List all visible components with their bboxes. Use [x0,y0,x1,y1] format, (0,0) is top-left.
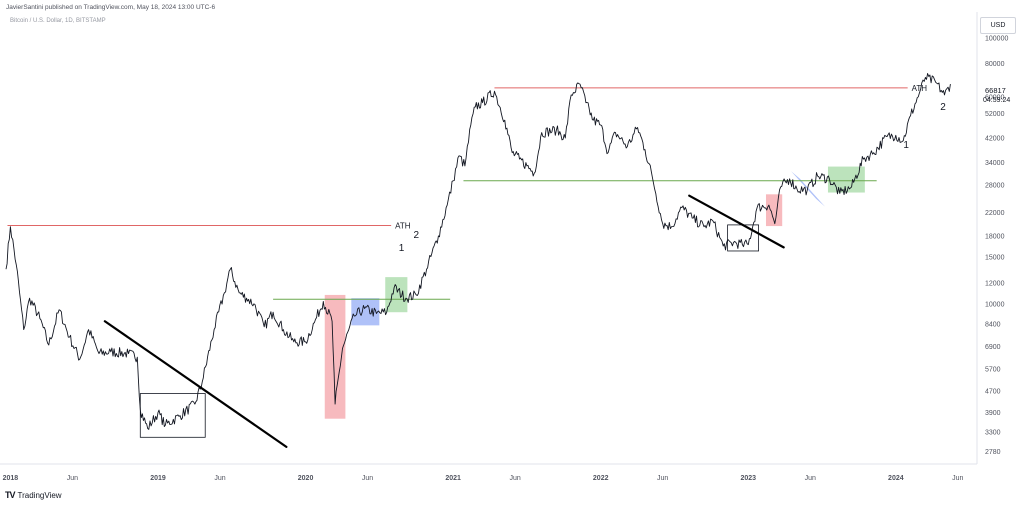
annotation-horizontal-lines: ATH ATH [7,84,928,300]
price-tick-label: 42000 [985,136,1005,143]
countdown-value: 04:59:24 [983,97,1010,104]
price-tick-label: 4700 [985,389,1001,396]
price-tick-label: 60000 [985,94,1005,101]
price-tick-label: 34000 [985,160,1005,167]
time-tick-label: 2023 [740,475,756,482]
annotation-boxes [139,166,865,438]
highlight-box-outline [727,224,759,252]
price-tick-label: 2780 [985,449,1001,456]
time-tick-label: Jun [362,475,373,482]
time-axis[interactable]: 2018 Jun 2019 Jun 2020 Jun 2021 Jun 2022 Jun 2023 J… [3,475,964,482]
btc-price-line [5,73,951,430]
tradingview-logo-icon: TV [5,490,15,500]
trend-line [103,320,288,448]
footer-brand[interactable]: TV TradingView [5,490,62,500]
time-tick-label: Jun [805,475,816,482]
price-tick-label: 52000 [985,111,1005,118]
time-tick-label: Jun [67,475,78,482]
trend-line [688,194,785,249]
time-tick-label: Jun [657,475,668,482]
price-axis[interactable]: 100000 80000 60000 52000 42000 34000 28000 2200… [985,35,1008,456]
price-tick-label: 3900 [985,410,1001,417]
highlight-box-blue-rotated [791,171,825,207]
last-price-value: 66817 [985,86,1006,95]
price-tick-label: 6900 [985,344,1001,351]
ath-label: ATH [912,84,928,93]
wave-label: 2 [940,102,946,113]
wave-label: 1 [903,140,909,151]
price-tick-label: 5700 [985,366,1001,373]
price-tick-label: 100000 [985,35,1008,42]
highlight-box-green [827,166,865,193]
time-tick-label: Jun [509,475,520,482]
wave-label: 2 [413,230,419,241]
price-tick-label: 18000 [985,233,1005,240]
price-tick-label: 22000 [985,210,1005,217]
price-tick-label: 3300 [985,429,1001,436]
time-tick-label: 2024 [888,475,904,482]
time-tick-label: Jun [214,475,225,482]
price-tick-label: 80000 [985,61,1005,68]
time-tick-label: Jun [952,475,963,482]
price-tick-label: 12000 [985,280,1005,287]
tradingview-brand: TradingView [17,490,62,500]
time-tick-label: 2019 [150,475,166,482]
symbol-title: Bitcoin / U.S. Dollar, 1D, BITSTAMP [10,18,106,24]
highlight-box-red [324,294,346,419]
time-tick-label: 2018 [3,475,19,482]
price-series [5,73,951,430]
highlight-box-outline [139,393,206,438]
time-tick-label: 2022 [593,475,609,482]
currency-button[interactable]: USD [980,17,1016,34]
highlight-box-green [385,277,408,313]
publisher-line: JavierSantini published on TradingView.c… [6,4,216,11]
price-tick-label: 28000 [985,182,1005,189]
price-tick-label: 10000 [985,301,1005,308]
time-tick-label: 2020 [298,475,314,482]
ath-label: ATH [395,221,411,230]
last-price-label: 66817 04:59:24 [983,86,1010,104]
price-tick-label: 15000 [985,254,1005,261]
time-tick-label: 2021 [445,475,461,482]
price-tick-label: 8400 [985,321,1001,328]
wave-label: 1 [399,243,405,254]
annotation-trend-lines [103,194,785,448]
highlight-box-blue [351,298,380,326]
